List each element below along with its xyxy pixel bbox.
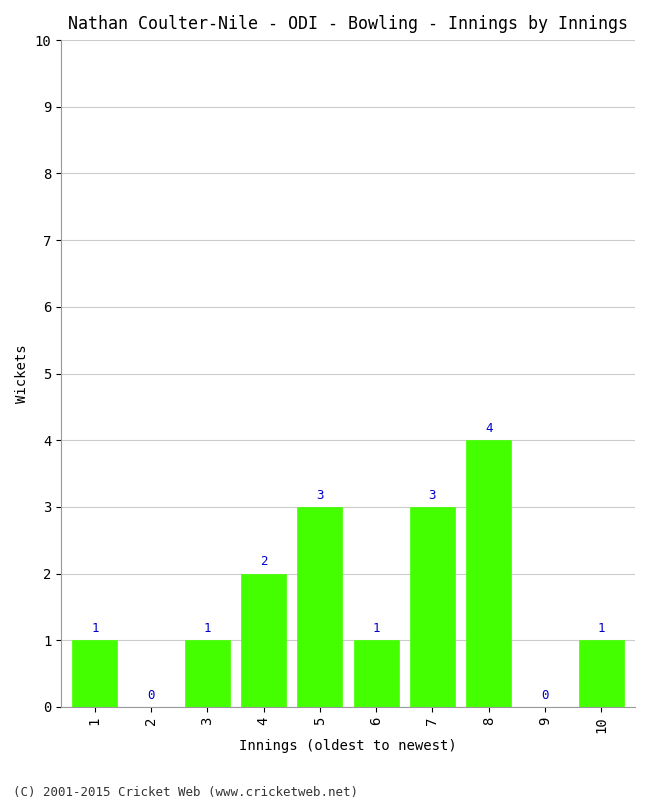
Text: 1: 1: [597, 622, 605, 635]
Bar: [241, 574, 286, 707]
Text: 1: 1: [203, 622, 211, 635]
Text: 3: 3: [316, 489, 324, 502]
Y-axis label: Wickets: Wickets: [15, 344, 29, 403]
Bar: [410, 507, 455, 707]
Text: 3: 3: [428, 489, 436, 502]
Bar: [297, 507, 343, 707]
Bar: [466, 440, 511, 707]
Text: 2: 2: [260, 555, 267, 568]
Title: Nathan Coulter-Nile - ODI - Bowling - Innings by Innings: Nathan Coulter-Nile - ODI - Bowling - In…: [68, 15, 628, 33]
Text: 4: 4: [485, 422, 493, 435]
Bar: [578, 640, 624, 707]
Bar: [354, 640, 398, 707]
Text: 1: 1: [372, 622, 380, 635]
Text: (C) 2001-2015 Cricket Web (www.cricketweb.net): (C) 2001-2015 Cricket Web (www.cricketwe…: [13, 786, 358, 799]
Text: 0: 0: [541, 689, 549, 702]
Text: 1: 1: [91, 622, 99, 635]
X-axis label: Innings (oldest to newest): Innings (oldest to newest): [239, 739, 457, 753]
Text: 0: 0: [148, 689, 155, 702]
Bar: [72, 640, 117, 707]
Bar: [185, 640, 230, 707]
